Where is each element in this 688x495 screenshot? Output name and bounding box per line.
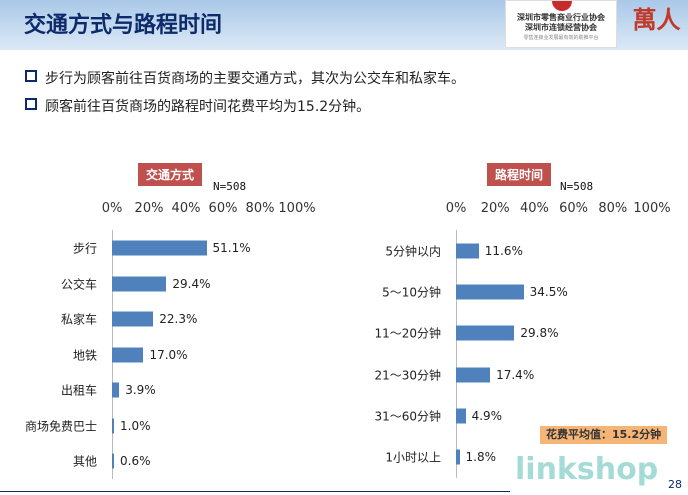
- logo-line1: 深圳市零售商业行业协会: [517, 13, 605, 22]
- data-label: 11.6%: [484, 244, 523, 258]
- category-label: 21～30分钟: [374, 368, 441, 383]
- data-label: 34.5%: [529, 285, 568, 300]
- category-label: 11～20分钟: [374, 326, 441, 341]
- y-axis: [456, 230, 457, 478]
- sample-size: N=508: [213, 180, 247, 193]
- x-tick-label: 80%: [598, 201, 628, 216]
- data-label: 1.8%: [465, 450, 497, 464]
- bullet-square-icon: [25, 98, 37, 110]
- data-label: 17.0%: [149, 347, 188, 362]
- bar: [112, 276, 167, 291]
- bar: [456, 367, 491, 383]
- category-label: 商场免费巴士: [24, 419, 97, 433]
- x-tick-label: 0%: [101, 201, 123, 216]
- bullet-2: 顾客前往百货商场的路程时间花费平均为15.2分钟。: [25, 96, 678, 116]
- bar: [112, 418, 114, 433]
- bar: [112, 453, 114, 469]
- logo-sub: 零售连锁业发展最有效的助推平台: [523, 35, 599, 41]
- x-tick-label: 40%: [171, 201, 201, 216]
- data-label: 4.9%: [471, 408, 503, 423]
- data-label: 29.8%: [520, 326, 559, 341]
- bullet-text: 顾客前往百货商场的路程时间花费平均为15.2分钟。: [45, 99, 371, 115]
- bar: [112, 311, 154, 327]
- bar: [112, 240, 207, 256]
- bullet-1: 步行为顾客前往百货商场的主要交通方式，其次为公交车和私家车。: [25, 68, 678, 88]
- category-label: 其他: [72, 454, 97, 469]
- category-label: 5～10分钟: [382, 285, 441, 300]
- x-tick-label: 20%: [480, 201, 510, 216]
- logo-line2: 深圳市连锁经营协会: [525, 23, 597, 32]
- category-label: 出租车: [60, 383, 97, 398]
- category-label: 31～60分钟: [374, 409, 441, 424]
- data-label: 3.9%: [125, 383, 156, 397]
- bar: [112, 347, 144, 362]
- data-label: 17.4%: [496, 367, 535, 382]
- data-label: 29.4%: [172, 276, 211, 291]
- bar: [456, 449, 460, 465]
- logo-mark-icon: [552, 1, 572, 11]
- bar: [456, 325, 515, 341]
- chart-title: 交通方式: [138, 163, 203, 186]
- data-label: 0.6%: [120, 454, 151, 468]
- footer-divider: [0, 491, 510, 492]
- x-tick-label: 100%: [633, 201, 671, 216]
- category-label: 步行: [72, 241, 97, 256]
- bar: [456, 408, 466, 424]
- bar: [456, 243, 479, 259]
- data-label: 51.1%: [212, 241, 251, 255]
- x-tick-label: 80%: [245, 201, 275, 216]
- page-number: 28: [668, 478, 682, 491]
- bullet-square-icon: [25, 70, 37, 82]
- page-title: 交通方式与路程时间: [24, 13, 223, 38]
- bar: [456, 284, 524, 300]
- bullet-text: 步行为顾客前往百货商场的主要交通方式，其次为公交车和私家车。: [45, 71, 465, 87]
- chart-title: 路程时间: [487, 163, 552, 186]
- category-label: 5分钟以内: [385, 244, 441, 259]
- x-tick-label: 40%: [519, 201, 549, 216]
- category-label: 1小时以上: [385, 450, 441, 465]
- category-label: 私家车: [60, 312, 97, 327]
- sample-size: N=508: [560, 180, 594, 193]
- data-label: 22.3%: [159, 312, 198, 326]
- bar: [112, 382, 120, 398]
- header: 交通方式与路程时间 深圳市零售商业行业协会 深圳市连锁经营协会 零售连锁业发展最…: [0, 0, 688, 50]
- watermark: linkshop: [515, 452, 659, 487]
- data-label: 1.0%: [120, 418, 151, 433]
- x-tick-label: 0%: [445, 201, 467, 216]
- category-label: 地铁: [72, 348, 97, 362]
- x-tick-label: 60%: [208, 201, 238, 216]
- x-tick-label: 100%: [278, 201, 316, 216]
- association-logo: 深圳市零售商业行业协会 深圳市连锁经营协会 零售连锁业发展最有效的助推平台: [505, 0, 617, 48]
- chart-annotation: 花费平均值：15.2分钟: [540, 426, 668, 444]
- brand-logo: 萬人: [632, 6, 681, 34]
- x-tick-label: 20%: [134, 201, 164, 216]
- x-tick-label: 60%: [559, 201, 589, 216]
- category-label: 公交车: [60, 277, 97, 291]
